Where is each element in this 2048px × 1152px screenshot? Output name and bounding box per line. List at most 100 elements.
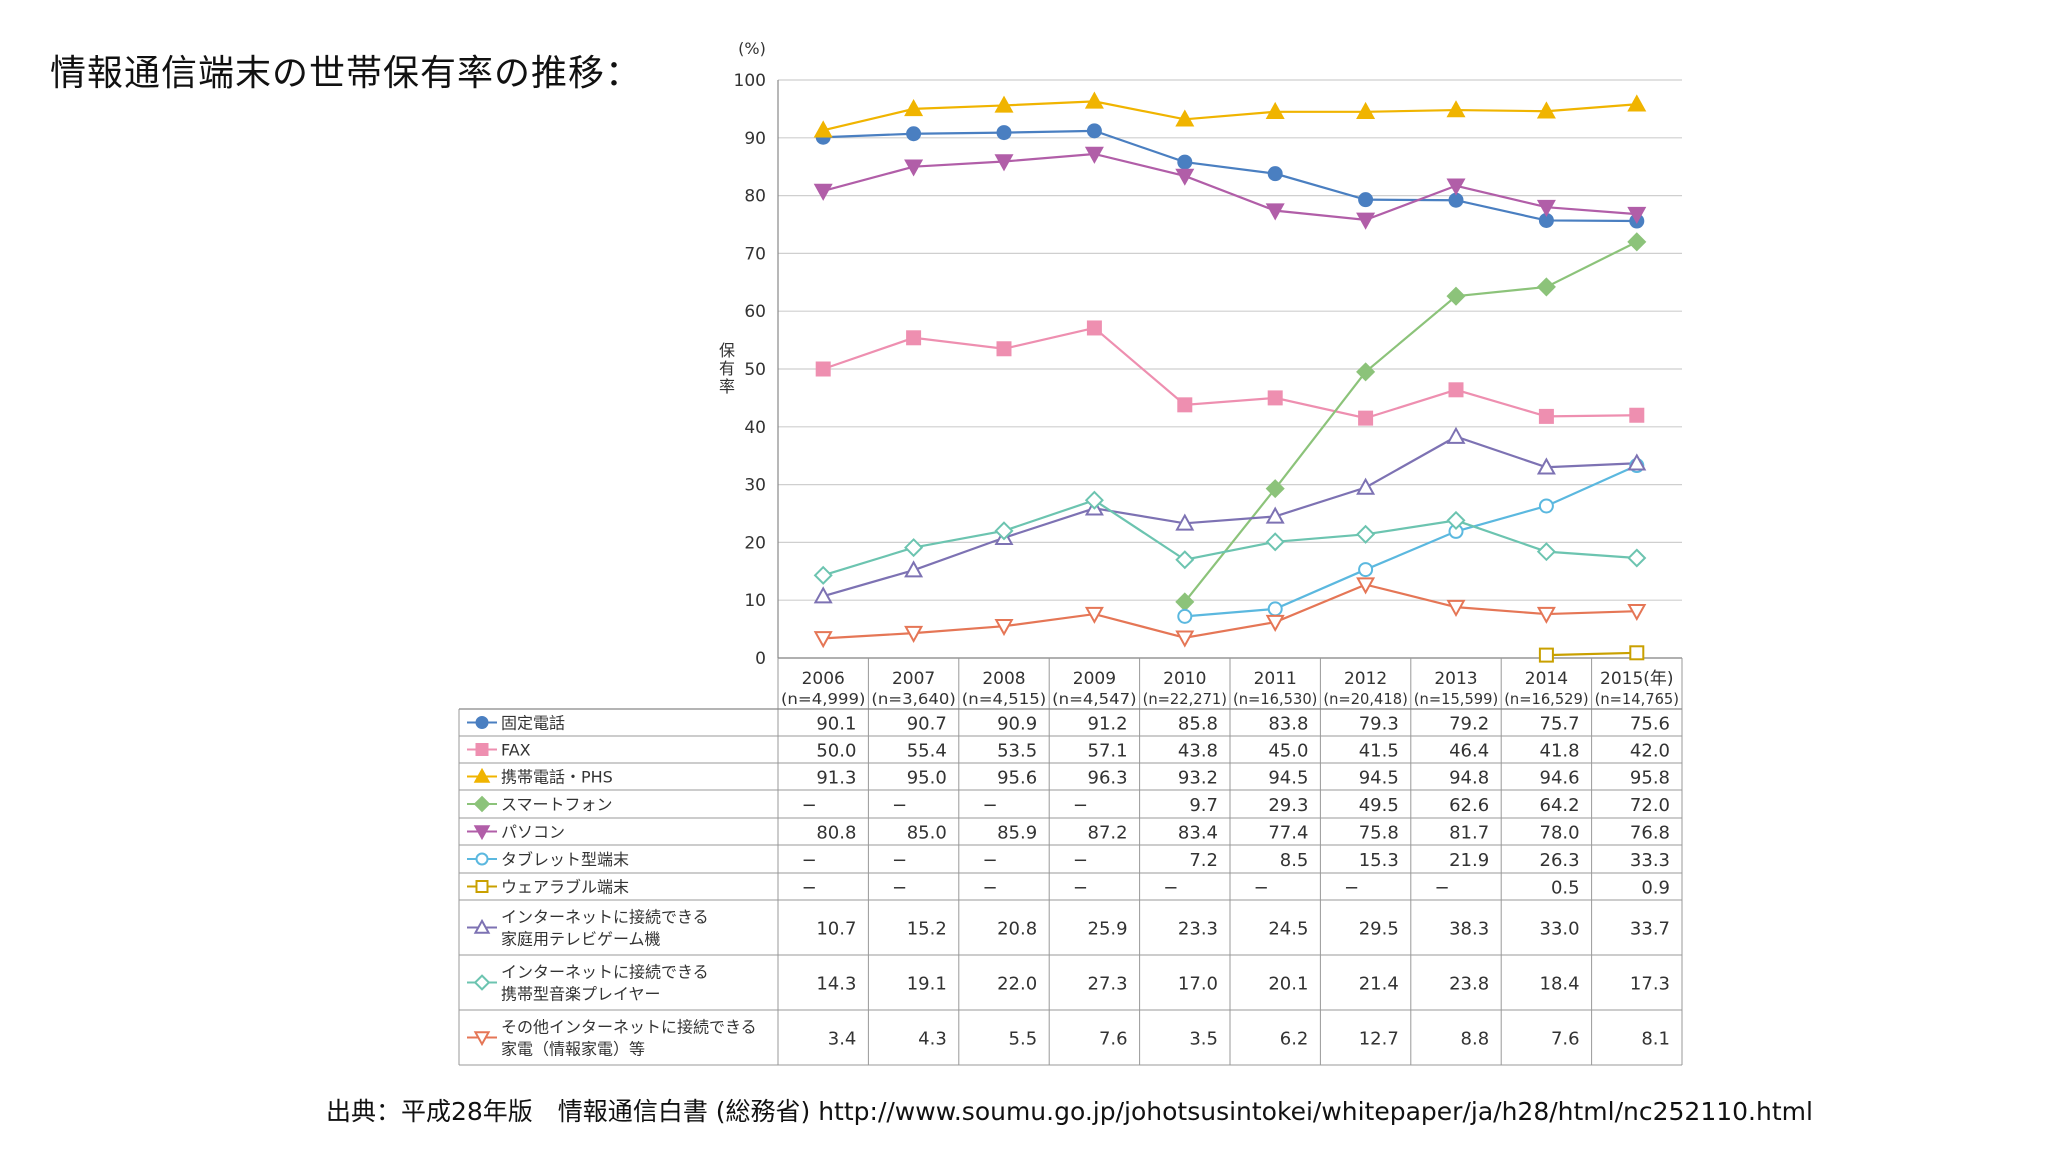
data-point-series-10 — [1356, 577, 1376, 595]
data-point-series-10 — [1446, 599, 1466, 617]
y-axis-label-char: 有 — [719, 359, 735, 378]
table-cell-value: − — [1163, 878, 1178, 899]
table-cell-value: 9.7 — [1189, 795, 1218, 816]
y-tick-label: 60 — [744, 302, 766, 322]
x-tick-label: 2014 — [1525, 669, 1568, 689]
x-axis: 2006(n=4,999) 2007(n=3,640) 2008(n=4,515) 2… — [778, 657, 1682, 708]
legend-marker-8 — [473, 918, 491, 934]
y-unit-label: (%) — [738, 39, 766, 58]
data-point-series-4 — [1536, 277, 1556, 297]
data-point-series-3 — [1265, 101, 1285, 120]
data-point-series-9 — [813, 565, 833, 585]
series-lines — [822, 100, 1638, 657]
data-point-series-5 — [1446, 178, 1466, 196]
series-line-8 — [822, 435, 1637, 598]
table-cell-value: 79.3 — [1359, 714, 1399, 735]
x-tick-label: 2010 — [1163, 669, 1206, 689]
data-point-series-2 — [1267, 390, 1283, 406]
table-cell-value: 0.9 — [1641, 878, 1670, 899]
data-point-series-3 — [1356, 101, 1376, 120]
legend-label-8: インターネットに接続できる — [501, 908, 709, 927]
table-cell-value: 72.0 — [1630, 795, 1670, 816]
table-cell-value: − — [802, 795, 817, 816]
table-cell-value: 46.4 — [1449, 741, 1489, 762]
data-point-series-9 — [1265, 532, 1285, 552]
data-point-series-2 — [996, 341, 1012, 357]
table-cell-value: − — [982, 878, 997, 899]
table-cell-value: − — [892, 795, 907, 816]
data-point-series-1 — [1267, 166, 1283, 182]
y-tick-label: 100 — [734, 71, 766, 91]
data-point-series-10 — [1175, 630, 1195, 648]
table-cell-value: 22.0 — [997, 974, 1037, 995]
table-cell-value: − — [1073, 850, 1088, 871]
x-tick-label: 2008 — [982, 669, 1025, 689]
data-point-series-9 — [1627, 548, 1647, 568]
data-point-series-8 — [1265, 506, 1285, 524]
data-table: 固定電話 90.1 90.7 90.9 91.2 85.8 83.8 79.3 79.2 75.7… — [458, 658, 1683, 1066]
legend-label-4: スマートフォン — [501, 795, 613, 814]
data-point-series-4 — [1627, 232, 1647, 252]
legend-marker-9 — [473, 974, 491, 991]
data-point-series-5 — [813, 183, 833, 201]
data-point-series-2 — [1629, 407, 1645, 423]
table-cell-value: 85.8 — [1178, 714, 1218, 735]
y-tick-label: 0 — [755, 649, 766, 669]
data-point-series-5 — [994, 154, 1014, 172]
data-point-series-9 — [1084, 490, 1104, 510]
table-cell-value: 49.5 — [1359, 795, 1399, 816]
table-cell-value: 57.1 — [1088, 741, 1128, 762]
table-cell-value: 8.1 — [1641, 1029, 1670, 1050]
x-sample-size-label: (n=4,999) — [781, 690, 865, 708]
legend-marker-7 — [475, 880, 489, 893]
table-cell-value: 5.5 — [1009, 1029, 1038, 1050]
table-cell-value: 41.5 — [1359, 741, 1399, 762]
x-tick-label: 2006 — [802, 669, 845, 689]
data-point-series-3 — [813, 120, 833, 138]
table-cell-value: 7.6 — [1099, 1029, 1128, 1050]
series-line-1 — [823, 129, 1637, 223]
table-cell-value: − — [982, 850, 997, 871]
table-cell-value: − — [982, 795, 997, 816]
table-cell-value: − — [1344, 878, 1359, 899]
table-cell-value: 12.7 — [1359, 1029, 1399, 1050]
series-line-3 — [822, 100, 1637, 132]
legend-label-7: ウェアラブル端末 — [501, 878, 629, 897]
table-cell-value: 85.0 — [907, 823, 947, 844]
data-point-series-1 — [996, 125, 1012, 141]
data-point-series-9 — [1536, 542, 1556, 562]
legend-marker-4 — [473, 795, 491, 813]
data-point-series-6 — [1177, 608, 1193, 624]
data-point-series-3 — [1084, 91, 1104, 109]
data-point-series-8 — [813, 586, 833, 604]
data-point-series-5 — [1175, 168, 1195, 186]
table-cell-value: 55.4 — [907, 741, 947, 762]
legend-label-1: 固定電話 — [501, 714, 565, 733]
table-cell-value: 76.8 — [1630, 823, 1670, 844]
series-line-7 — [1546, 651, 1637, 657]
data-point-series-8 — [904, 560, 924, 578]
data-point-series-8 — [1446, 426, 1466, 444]
data-point-series-3 — [994, 95, 1014, 113]
data-point-series-5 — [1627, 206, 1647, 224]
table-cell-value: 3.5 — [1189, 1029, 1218, 1050]
grid-lines — [778, 79, 1682, 659]
table-cell-value: 53.5 — [997, 741, 1037, 762]
x-sample-size-label: (n=22,271) — [1143, 690, 1227, 708]
table-cell-value: 17.3 — [1630, 974, 1670, 995]
table-cell-value: − — [1254, 878, 1269, 899]
table-cell-value: 33.0 — [1540, 919, 1580, 940]
y-tick-label: 90 — [744, 129, 766, 149]
data-point-series-3 — [1175, 109, 1195, 127]
legend-label-6: タブレット型端末 — [501, 850, 629, 869]
table-cell-value: 24.5 — [1268, 919, 1308, 940]
data-point-series-10 — [1084, 606, 1104, 624]
table-cell-value: − — [802, 878, 817, 899]
table-cell-value: 6.2 — [1280, 1029, 1309, 1050]
table-cell-value: − — [802, 850, 817, 871]
table-cell-value: − — [1434, 878, 1449, 899]
table-cell-value: 8.8 — [1461, 1029, 1490, 1050]
table-cell-value: 90.7 — [907, 714, 947, 735]
data-point-series-9 — [1446, 510, 1466, 530]
legend-label-10-line2: 家電（情報家電）等 — [501, 1040, 645, 1059]
